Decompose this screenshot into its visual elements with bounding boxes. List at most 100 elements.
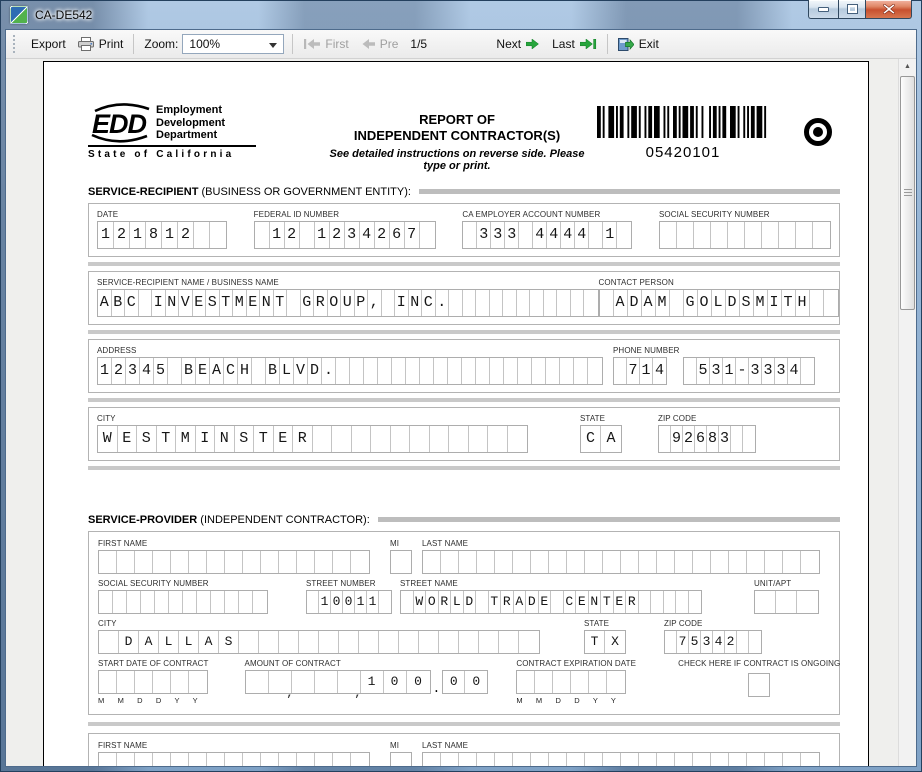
minimize-button[interactable] bbox=[808, 0, 838, 19]
recipient-row-name: SERVICE-RECIPIENT NAME / BUSINESS NAME A… bbox=[88, 270, 840, 325]
print-button[interactable]: Print bbox=[72, 34, 130, 54]
comb-cell: D bbox=[308, 357, 322, 384]
section-rule bbox=[88, 397, 840, 402]
comb-cell: 6 bbox=[390, 221, 405, 248]
comb-cell bbox=[253, 591, 267, 613]
date-legend: M M D D Y Y bbox=[516, 695, 617, 705]
comb-cell bbox=[659, 425, 671, 452]
comb-cell: D bbox=[119, 630, 139, 653]
comb-cell bbox=[463, 221, 478, 248]
comb-cell: . bbox=[436, 289, 449, 316]
comb-cell: L bbox=[179, 630, 199, 653]
comb-cell: A bbox=[210, 357, 224, 384]
comb-cell bbox=[813, 222, 830, 248]
title-bar[interactable]: CA-DE542 bbox=[1, 0, 921, 29]
comb-cell bbox=[614, 357, 627, 384]
close-button[interactable] bbox=[866, 0, 912, 19]
exit-button[interactable]: Exit bbox=[612, 34, 665, 54]
comb-cell: 4 bbox=[654, 362, 664, 379]
provider-block-2: FIRST NAME MI LAST NAME bbox=[88, 732, 840, 766]
comb-cell: 4 bbox=[575, 221, 590, 248]
vertical-scrollbar[interactable]: ▲ bbox=[898, 59, 916, 766]
comb-cell bbox=[379, 630, 399, 653]
comb-cell: 3 bbox=[345, 221, 360, 248]
comb-cell: H bbox=[238, 357, 252, 384]
next-page-button[interactable]: Next bbox=[490, 34, 546, 54]
comb-cell: O bbox=[698, 289, 712, 316]
comb-cell bbox=[171, 550, 189, 573]
comb-cell: E bbox=[576, 590, 589, 613]
comb-cell: X bbox=[611, 634, 619, 649]
comb-cell bbox=[600, 289, 614, 316]
comb-cell: 1 bbox=[98, 221, 114, 248]
comb-cell bbox=[246, 670, 269, 693]
comb-cell bbox=[307, 590, 319, 613]
comb-cell bbox=[441, 550, 459, 573]
comb-cell: D bbox=[628, 289, 642, 316]
comb-cell bbox=[651, 590, 664, 613]
section-rule bbox=[88, 465, 840, 470]
comb-cell bbox=[315, 670, 338, 693]
comb-cell bbox=[243, 550, 261, 573]
comb-cell bbox=[449, 289, 463, 316]
comb-cell bbox=[535, 670, 554, 693]
comb-cell bbox=[711, 221, 728, 248]
restore-button[interactable] bbox=[838, 0, 866, 19]
comb-cell bbox=[621, 752, 639, 766]
comb-cell bbox=[299, 630, 319, 653]
comb-cell: V bbox=[294, 357, 308, 384]
prev-page-button[interactable]: Pre bbox=[355, 34, 405, 54]
comb-cell bbox=[338, 670, 361, 693]
svg-text:EDD: EDD bbox=[92, 109, 147, 139]
comb-cell bbox=[439, 630, 459, 653]
comb-cell bbox=[391, 425, 410, 452]
comb-cell: M bbox=[176, 425, 196, 452]
comb-cell: A bbox=[139, 630, 159, 653]
comb-cell: T bbox=[157, 425, 176, 452]
comb-cell: W bbox=[414, 590, 426, 613]
zoom-combobox[interactable]: 100% bbox=[182, 34, 285, 54]
comb-cell: 8 bbox=[707, 425, 719, 452]
comb-cell: 4 bbox=[547, 221, 562, 248]
dept-line: Employment bbox=[156, 103, 223, 116]
toolbar-grip[interactable] bbox=[13, 35, 18, 53]
page-indicator: 1/5 bbox=[410, 37, 428, 51]
scrollbar-up-icon[interactable]: ▲ bbox=[904, 63, 911, 70]
comb-cell bbox=[459, 550, 477, 573]
form-title-line2: INDEPENDENT CONTRACTOR(S) bbox=[353, 128, 561, 144]
first-label: First bbox=[325, 37, 349, 51]
comb-cell: 5 bbox=[689, 630, 701, 653]
toolbar-separator bbox=[133, 34, 135, 54]
comb-cell: 0 bbox=[384, 670, 407, 693]
comb-cell bbox=[589, 670, 608, 693]
comb-cell bbox=[617, 222, 631, 248]
comb-cell bbox=[300, 221, 315, 248]
document-area: EDD Employment Development Department St… bbox=[6, 59, 916, 766]
comb-cell bbox=[490, 289, 503, 316]
comb-cell: A bbox=[614, 289, 628, 316]
comb-cell: S bbox=[235, 425, 254, 452]
comb-cell bbox=[448, 357, 462, 384]
export-button[interactable]: Export bbox=[25, 34, 72, 54]
first-page-button[interactable]: First bbox=[297, 34, 354, 54]
field-last-name: LAST NAME bbox=[422, 539, 820, 574]
heading-rest: (INDEPENDENT CONTRACTOR): bbox=[197, 513, 370, 526]
comb-cell bbox=[670, 289, 684, 316]
comb-cell bbox=[731, 425, 743, 452]
comb-cell bbox=[197, 590, 211, 613]
comb-cell bbox=[261, 550, 279, 573]
comb-cell bbox=[189, 752, 207, 766]
comb-cell: 1 bbox=[130, 221, 146, 248]
last-page-button[interactable]: Last bbox=[546, 34, 603, 54]
comb-cell bbox=[531, 752, 549, 766]
scrollbar-thumb[interactable] bbox=[900, 76, 915, 310]
comb-cell bbox=[359, 630, 379, 653]
comb-cell bbox=[117, 752, 135, 766]
